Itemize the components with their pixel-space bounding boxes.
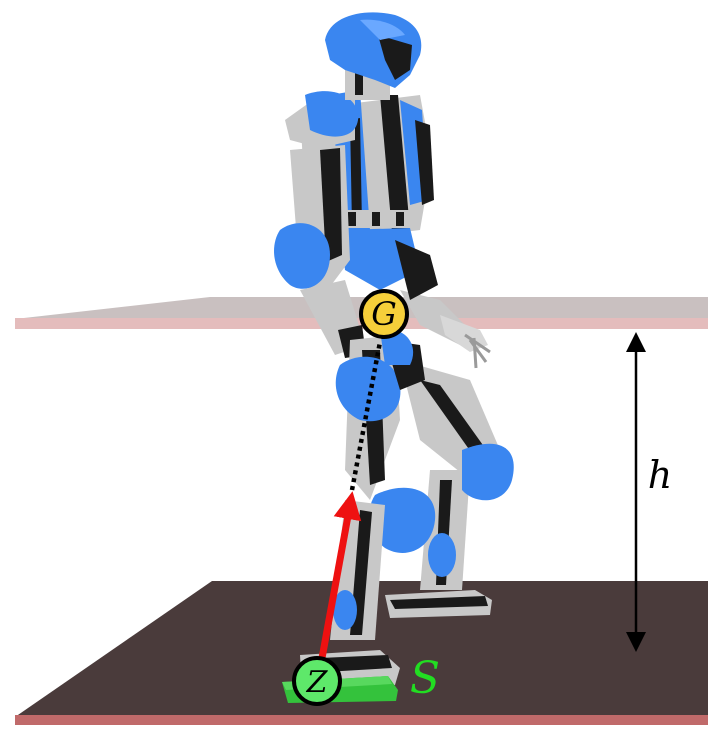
zmp-marker: Z xyxy=(292,656,342,706)
com-projection-dotted-line xyxy=(349,341,383,491)
com-label: G xyxy=(371,295,397,333)
humanoid-robot xyxy=(274,12,514,690)
com-marker: G xyxy=(359,289,409,339)
support-label: S xyxy=(410,653,440,704)
height-label: h xyxy=(648,453,672,497)
zmp-label: Z xyxy=(306,665,329,700)
zmp-to-com-arrow xyxy=(314,491,362,681)
ground-plane xyxy=(15,581,708,725)
